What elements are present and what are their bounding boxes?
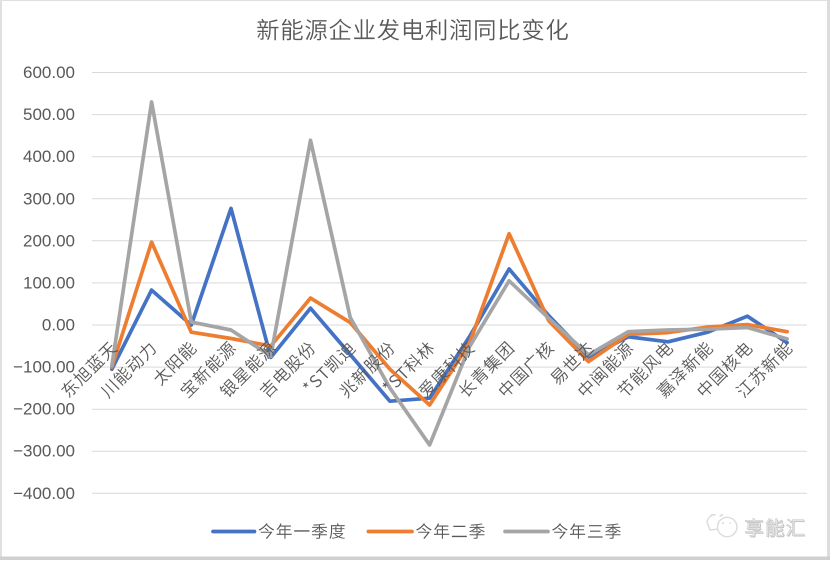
svg-text:300.00: 300.00 — [23, 189, 75, 208]
svg-text:0.00: 0.00 — [42, 316, 75, 335]
svg-text:−300.00: −300.00 — [13, 442, 75, 461]
svg-text:600.00: 600.00 — [23, 63, 75, 82]
svg-text:−200.00: −200.00 — [13, 400, 75, 419]
svg-text:−400.00: −400.00 — [13, 484, 75, 503]
svg-text:400.00: 400.00 — [23, 147, 75, 166]
svg-text:500.00: 500.00 — [23, 105, 75, 124]
svg-text:−100.00: −100.00 — [13, 358, 75, 377]
svg-text:200.00: 200.00 — [23, 231, 75, 250]
svg-text:100.00: 100.00 — [23, 273, 75, 292]
